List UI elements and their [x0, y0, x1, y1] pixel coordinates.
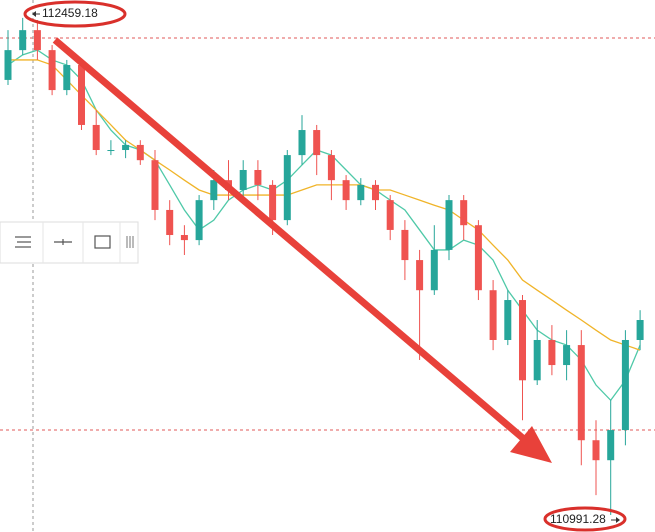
- candle-body: [33, 30, 41, 51]
- candle-body: [357, 184, 365, 201]
- candle-body: [445, 200, 453, 250]
- lines-tool[interactable]: [15, 236, 31, 248]
- candle-body: [283, 155, 291, 221]
- candle-body: [430, 249, 438, 291]
- candle-body: [254, 169, 262, 185]
- candle-body: [621, 339, 629, 431]
- candle-body: [401, 229, 409, 261]
- toolbar: [0, 221, 139, 264]
- candle-body: [151, 160, 159, 210]
- candle-body: [474, 225, 482, 291]
- candle-body: [533, 339, 541, 381]
- pointer-arrow-head: [616, 517, 620, 523]
- candle-body: [239, 169, 247, 190]
- candle-body: [210, 180, 218, 201]
- candle-body: [548, 339, 556, 366]
- candle-body: [180, 235, 188, 241]
- high-label: 112459.18: [42, 6, 98, 20]
- candle-body: [636, 320, 644, 340]
- candle-body: [269, 184, 277, 221]
- arrow: [52, 37, 552, 463]
- candle-body: [313, 130, 321, 156]
- candle-body: [166, 209, 174, 236]
- candle-body: [607, 430, 615, 461]
- low-annotation: 110991.28: [543, 506, 627, 532]
- candle-body: [342, 180, 350, 201]
- candle-body: [136, 144, 144, 161]
- highlight-ellipse: [543, 506, 627, 532]
- candle-body: [460, 200, 468, 226]
- candle-body: [4, 50, 12, 80]
- plot: [4, 17, 644, 515]
- candle-body: [327, 155, 335, 181]
- hline-tool[interactable]: [54, 239, 72, 245]
- candle-body: [107, 150, 115, 152]
- candle-body: [298, 130, 306, 156]
- candle-body: [19, 30, 27, 51]
- candle-body: [504, 300, 512, 340]
- candle-body: [63, 65, 71, 91]
- candle-body: [592, 440, 600, 461]
- candle-body: [416, 260, 424, 291]
- candle-body: [92, 124, 100, 151]
- candle-body: [372, 184, 379, 201]
- highlight-ellipse: [23, 0, 127, 28]
- candle-body: [195, 200, 203, 241]
- candle-body: [489, 290, 497, 340]
- candle-body: [386, 200, 394, 230]
- pointer-arrow-head: [32, 11, 36, 17]
- high-annotation: 112459.18: [23, 0, 127, 28]
- candle-body: [78, 65, 85, 125]
- candle-body: [563, 345, 571, 366]
- rect-tool[interactable]: [94, 235, 111, 249]
- low-label: 110991.28: [550, 512, 606, 526]
- moving-average: [7, 49, 641, 402]
- candle-body: [122, 144, 130, 151]
- candle-body: [48, 50, 56, 91]
- moving-average: [8, 59, 641, 351]
- candle-body: [519, 300, 526, 381]
- candle-body: [577, 345, 585, 441]
- drag-handle[interactable]: [126, 236, 134, 248]
- arrow-shaft: [52, 37, 528, 443]
- arrow-head: [510, 426, 552, 463]
